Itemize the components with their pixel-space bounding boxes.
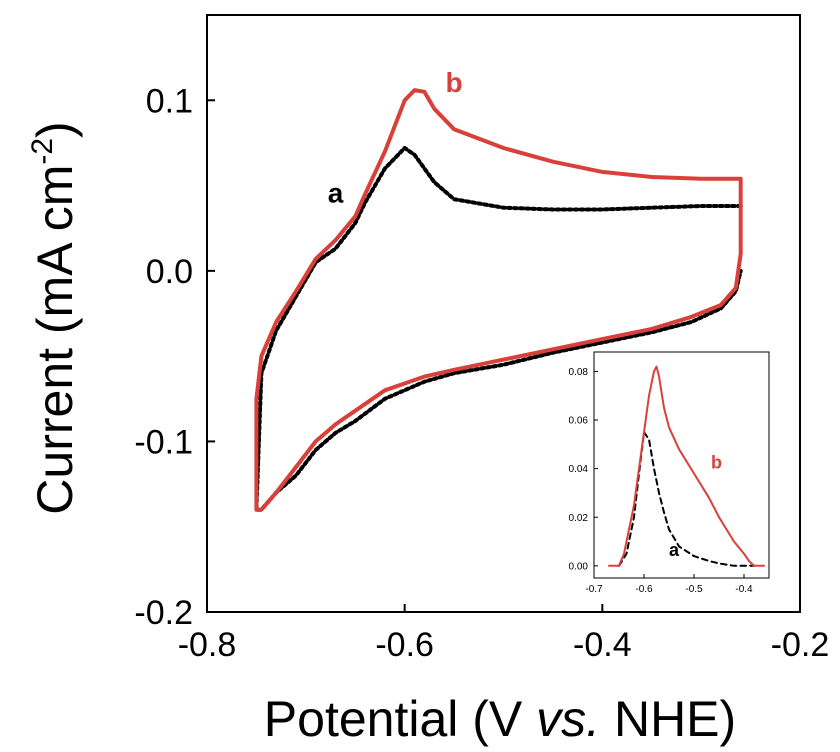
main-x-tick-label-1: -0.6: [375, 626, 434, 664]
main-x-tick-label-2: -0.4: [573, 626, 632, 664]
main-y-tick-label-2: 0.0: [146, 253, 193, 291]
inset-curve-label-a: a: [669, 540, 680, 560]
main-y-tick-label-1: -0.1: [134, 424, 193, 462]
inset-curve-labels: ab: [669, 453, 722, 560]
inset-axis-ticks: -0.7 -0.6 -0.5 -0.4 0.00 0.02 0.04 0.06 0.08: [569, 367, 754, 595]
inset-x-tick-label-2: -0.5: [685, 584, 703, 595]
main-axis-ticks: -0.8 -0.6 -0.4 -0.2 -0.2 -0.1 0.0 0.1: [134, 83, 829, 664]
inset-x-tick-label-0: -0.7: [585, 584, 603, 595]
inset-x-tick-label-1: -0.6: [635, 584, 653, 595]
x-axis-title-italic: vs.: [536, 691, 600, 747]
inset-y-tick-label-1: 0.02: [569, 513, 589, 524]
inset-y-tick-label-2: 0.04: [569, 464, 589, 475]
main-curve-label-b: b: [446, 67, 463, 98]
x-axis-title: Potential (V vs. NHE): [264, 691, 736, 747]
x-axis-title-main: Potential (V: [264, 691, 536, 747]
y-axis-title-superscript: -2: [26, 138, 59, 165]
x-axis-title-end: NHE): [600, 691, 736, 747]
inset-curve-label-b: b: [711, 453, 722, 473]
main-curve-labels: ab: [328, 67, 463, 209]
inset-x-tick-label-3: -0.4: [735, 584, 753, 595]
main-curve-label-a: a: [328, 178, 344, 209]
inset-y-tick-label-3: 0.06: [569, 416, 589, 427]
main-y-tick-label-3: 0.1: [146, 83, 193, 121]
main-series-a-line: [254, 146, 743, 512]
main-x-tick-label-3: -0.2: [771, 626, 830, 664]
y-axis-title-main: Current (mA cm: [27, 165, 83, 515]
main-x-tick-label-0: -0.8: [178, 626, 237, 664]
y-axis-title-close: ): [27, 121, 83, 138]
y-axis-title: Current (mA cm-2): [26, 121, 83, 514]
main-y-tick-label-0: -0.2: [134, 594, 193, 632]
inset-background: [594, 352, 769, 578]
main-plot-curves: [254, 88, 743, 512]
main-plot-frame: [206, 14, 801, 613]
inset-plot-frame: [593, 351, 770, 579]
main-series-b-line: [254, 88, 743, 512]
inset-y-tick-label-0: 0.00: [569, 561, 589, 572]
inset-series-b-line: [608, 365, 765, 567]
inset-plot-curves: [608, 365, 765, 567]
inset-y-tick-label-4: 0.08: [569, 367, 589, 378]
